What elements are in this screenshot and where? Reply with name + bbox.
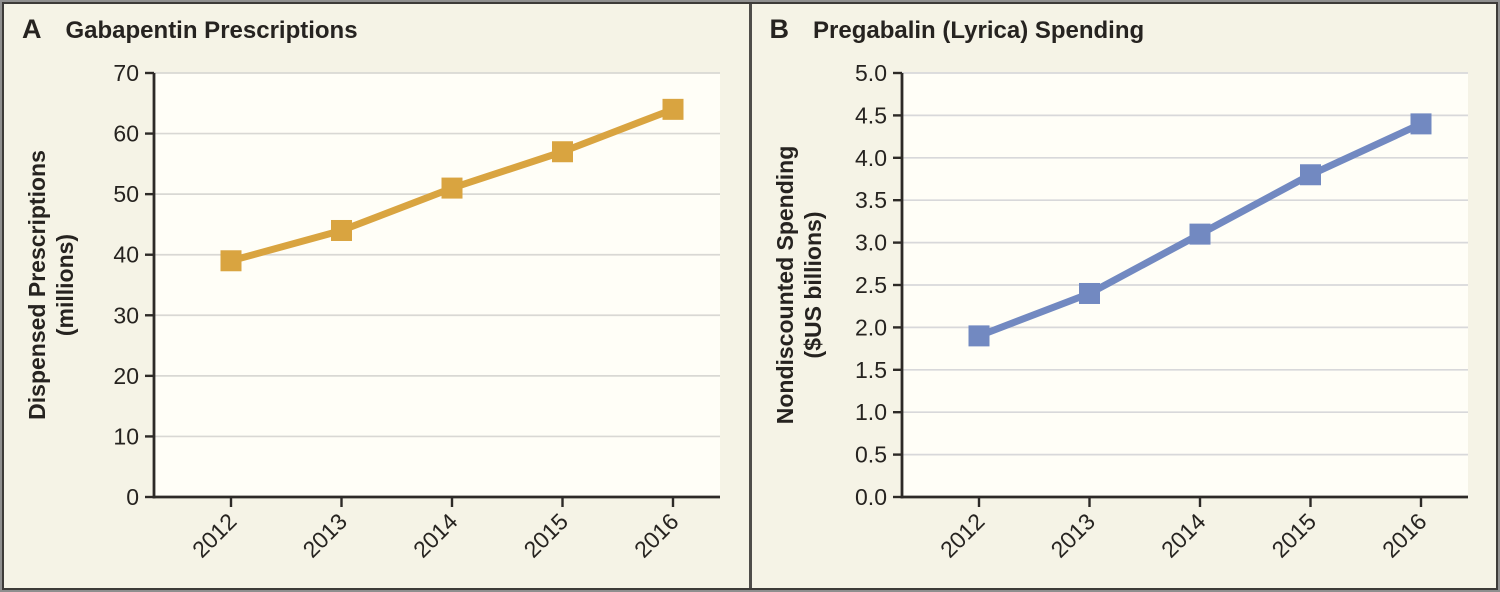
x-tick-label: 2014 [408,508,463,563]
data-point-2013 [331,219,352,241]
y-axis-title-line: (millions) [52,234,78,336]
x-tick-label: 2012 [187,508,242,563]
panel-b-pregabalin-spending: B Pregabalin (Lyrica) Spending 0.0 0.5 1.0 1… [752,4,1497,588]
panel-a-gabapentin-prescriptions: A Gabapentin Prescriptions 0 10 20 30 40 50 60 7… [4,4,749,588]
x-tick-label: 2013 [1045,508,1100,563]
data-point-2016 [1410,113,1431,135]
data-point-2015 [552,141,573,163]
y-tick-label: 30 [113,302,139,328]
x-tick-label: 2015 [1266,508,1321,563]
y-tick-label: 0 [126,484,139,510]
data-point-2013 [1078,282,1100,304]
y-tick-label: 4.5 [855,102,887,128]
panel-b-letter: B [769,14,790,44]
data-point-2015 [1299,164,1321,186]
y-tick-label: 40 [113,242,139,268]
panel-a-chart-svg: 0 10 20 30 40 50 60 70 2012 2013 2014 2015 2016 Dispe… [24,60,720,563]
x-tick-label: 2015 [518,508,573,563]
y-axis-title-line: ($US billions) [800,212,826,359]
x-tick-label: 2013 [297,508,352,563]
y-tick-label: 0.5 [855,442,887,468]
data-point-2012 [220,250,242,272]
x-tick-label: 2016 [1376,508,1431,563]
y-tick-label: 0.0 [855,484,887,510]
y-tick-label: 3.5 [855,187,887,213]
y-tick-label: 3.0 [855,230,887,256]
panel-b-chart-svg: 0.0 0.5 1.0 1.5 2.0 2.5 3.0 3.5 4.0 4.5 5.0 2012 201… [772,60,1468,563]
y-axis-title-line: Nondiscounted Spending [772,146,798,425]
panel-a-title-text: Gabapentin Prescriptions [65,17,358,44]
panel-divider [748,4,752,588]
y-tick-label: 60 [113,121,139,147]
y-tick-label: 2.0 [855,314,887,340]
y-tick-label: 2.5 [855,272,887,298]
x-tick-label: 2016 [629,508,684,563]
y-tick-label: 20 [113,363,139,389]
y-tick-label: 1.5 [855,357,887,383]
y-axis-title-line: Dispensed Prescriptions [24,150,50,420]
y-tick-label: 50 [113,181,139,207]
data-point-2016 [662,98,684,120]
y-tick-label: 5.0 [855,60,887,86]
panel-a-letter: A [22,14,42,44]
y-tick-label: 4.0 [855,145,887,171]
x-tick-label: 2012 [934,508,989,563]
plot-area [154,73,720,497]
data-point-2014 [1189,223,1210,245]
y-tick-label: 10 [113,423,139,449]
x-tick-label: 2014 [1155,508,1210,563]
data-point-2014 [441,177,463,199]
panel-a-title: A Gabapentin Prescriptions [22,14,358,45]
y-tick-label: 1.0 [855,399,887,425]
panel-b-title-text: Pregabalin (Lyrica) Spending [813,17,1145,44]
data-point-2012 [968,325,989,347]
y-tick-label: 70 [113,60,139,86]
panel-b-title: B Pregabalin (Lyrica) Spending [770,14,1145,45]
